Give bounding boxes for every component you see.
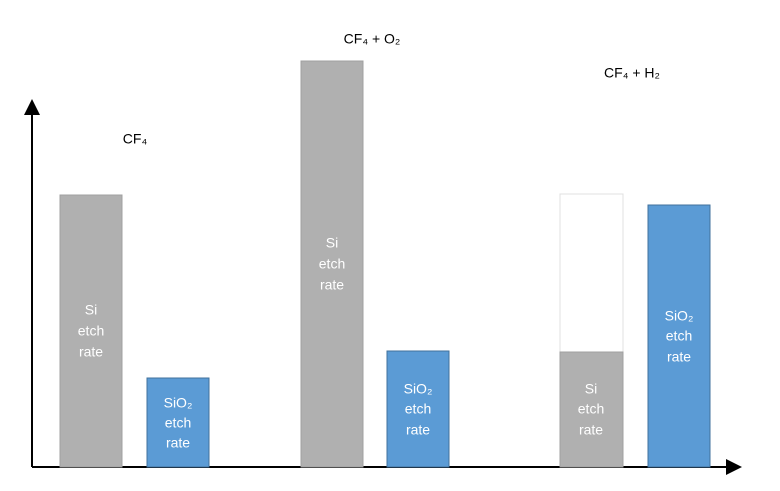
bar-label: rate [320,277,344,293]
bar-label: rate [406,422,430,438]
bar-label: etch [666,328,692,344]
bar-label: Si [326,235,338,251]
bar-label: rate [166,435,190,451]
reference-outline [559,193,624,353]
bar-label: rate [667,349,691,365]
bar-label: SiO₂ [404,381,433,397]
bar-label: SiO₂ [164,395,193,411]
bar-label: Si [585,381,597,397]
group-label: CF₄ + H₂ [604,65,660,81]
bar-label: etch [165,415,191,431]
bar-label: etch [319,256,345,272]
sio2-bar [146,377,210,468]
group-label: CF₄ + O₂ [344,31,401,47]
group-label: CF₄ [123,131,148,147]
sio2-bar [386,350,450,468]
bar-label: etch [578,401,604,417]
si-bar [300,60,364,468]
bar-label: Si [85,302,97,318]
bar-label: SiO₂ [665,308,694,324]
bar-label: etch [405,401,431,417]
bar-label: etch [78,323,104,339]
sio2-bar [647,204,711,468]
bar-label: rate [79,344,103,360]
si-bar [559,351,624,468]
si-bar [59,194,123,468]
bar-label: rate [579,422,603,438]
